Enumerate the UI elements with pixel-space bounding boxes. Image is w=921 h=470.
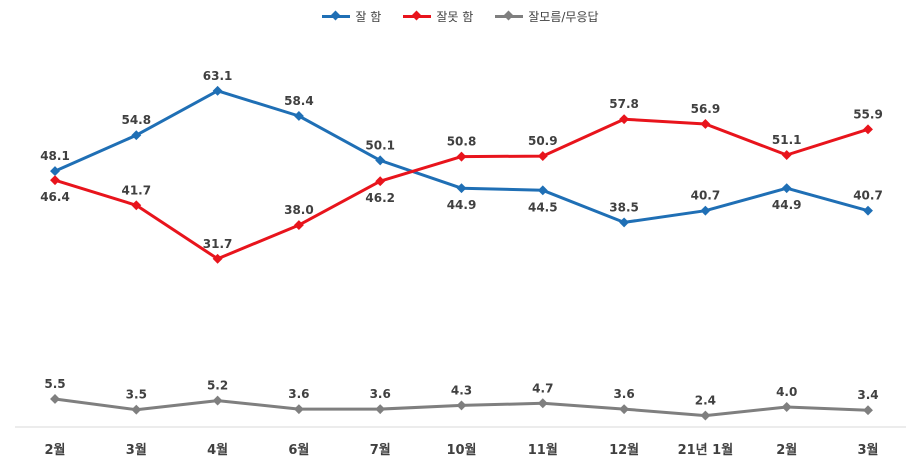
data-point-unknown	[375, 404, 386, 415]
data-label-bad: 31.7	[203, 237, 233, 251]
data-label-unknown: 3.6	[288, 387, 309, 401]
x-tick-label: 6월	[288, 442, 309, 458]
x-tick-label: 3월	[126, 442, 147, 458]
data-label-bad: 41.7	[121, 183, 151, 197]
data-label-good: 44.5	[528, 200, 558, 214]
legend: 잘 함 잘못 함 잘모름/무응답	[0, 8, 921, 25]
data-label-unknown: 4.3	[451, 383, 472, 397]
data-point-bad	[212, 253, 223, 264]
data-label-bad: 38.0	[284, 203, 314, 217]
data-label-unknown: 5.5	[44, 377, 65, 391]
data-label-unknown: 3.4	[857, 388, 878, 402]
data-point-good	[212, 85, 223, 96]
data-label-good: 58.4	[284, 94, 314, 108]
x-tick-label: 11월	[528, 442, 558, 458]
data-point-bad	[293, 220, 304, 231]
data-label-unknown: 3.6	[370, 387, 391, 401]
data-point-good	[619, 217, 630, 228]
x-tick-label: 12월	[609, 442, 639, 458]
data-point-unknown	[863, 405, 873, 416]
data-point-bad	[537, 151, 548, 162]
data-point-unknown	[700, 410, 711, 421]
data-point-good	[456, 183, 467, 194]
data-label-good: 44.9	[447, 198, 477, 212]
legend-swatch-unknown	[495, 10, 524, 21]
data-label-bad: 50.8	[447, 135, 477, 149]
legend-item-unknown: 잘모름/무응답	[495, 8, 599, 25]
data-point-unknown	[212, 395, 223, 406]
legend-label-unknown: 잘모름/무응답	[528, 10, 599, 24]
data-label-good: 38.5	[609, 200, 639, 214]
data-label-good: 63.1	[203, 69, 233, 83]
data-label-bad: 50.9	[528, 134, 558, 148]
data-label-bad: 56.9	[691, 102, 721, 116]
data-point-bad	[700, 119, 711, 129]
x-tick-label: 21년 1월	[678, 442, 734, 458]
legend-item-bad: 잘못 함	[403, 8, 473, 25]
data-point-unknown	[537, 398, 548, 409]
data-label-good: 40.7	[691, 189, 721, 203]
legend-swatch-bad	[403, 10, 432, 21]
data-label-good: 50.1	[365, 138, 395, 152]
data-point-bad	[619, 114, 630, 125]
data-point-unknown	[781, 402, 792, 412]
legend-swatch-good	[322, 10, 351, 21]
data-label-bad: 57.8	[609, 97, 639, 111]
data-point-bad	[781, 150, 792, 160]
data-point-unknown	[131, 404, 142, 415]
data-point-bad	[131, 200, 142, 211]
data-point-unknown	[50, 394, 60, 404]
data-point-good	[781, 183, 792, 194]
data-label-good: 40.7	[853, 189, 883, 203]
data-point-good	[131, 130, 142, 141]
x-tick-label: 3월	[857, 442, 878, 458]
legend-item-good: 잘 함	[322, 8, 381, 25]
data-point-bad	[375, 176, 386, 187]
data-label-unknown: 4.0	[776, 385, 797, 399]
data-label-unknown: 5.2	[207, 379, 228, 393]
legend-label-bad: 잘못 함	[436, 10, 474, 24]
x-tick-label: 2월	[44, 442, 65, 458]
data-point-good	[50, 166, 60, 177]
data-label-bad: 46.2	[365, 191, 395, 205]
data-point-unknown	[619, 404, 630, 415]
data-point-bad	[863, 124, 873, 135]
data-point-unknown	[456, 400, 467, 411]
data-label-good: 48.1	[40, 149, 70, 163]
data-point-good	[375, 155, 386, 166]
x-tick-label: 2월	[776, 442, 797, 458]
x-tick-label: 10월	[446, 442, 476, 458]
x-tick-label: 4월	[207, 442, 228, 458]
data-label-unknown: 3.6	[613, 387, 634, 401]
data-label-bad: 46.4	[40, 190, 70, 204]
data-point-bad	[456, 151, 467, 162]
x-tick-label: 7월	[370, 442, 391, 458]
data-label-good: 54.8	[121, 113, 151, 127]
data-label-unknown: 3.5	[126, 388, 147, 402]
data-point-good	[537, 185, 548, 196]
legend-label-good: 잘 함	[355, 10, 382, 24]
data-point-good	[700, 205, 711, 216]
data-point-unknown	[293, 404, 304, 415]
data-point-bad	[50, 175, 60, 186]
data-label-bad: 51.1	[772, 133, 802, 147]
data-label-good: 44.9	[772, 198, 802, 212]
data-label-unknown: 2.4	[695, 394, 716, 408]
data-label-unknown: 4.7	[532, 381, 553, 395]
data-label-bad: 55.9	[853, 107, 883, 121]
data-point-good	[863, 205, 873, 216]
